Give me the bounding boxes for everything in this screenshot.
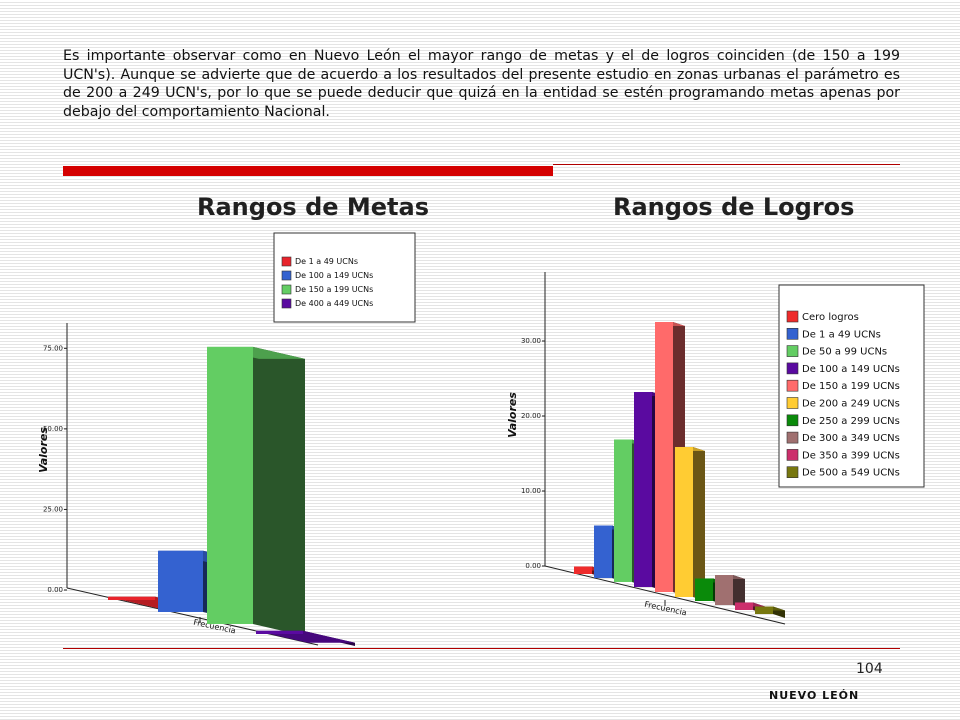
logros-legend-swatch — [786, 397, 799, 409]
logros-bar-front — [655, 322, 673, 592]
metas-y-axis-label: Valores — [37, 427, 50, 473]
metas-bar-front — [108, 596, 155, 600]
logros-legend-label: De 1 a 49 UCNs — [802, 329, 881, 340]
footer-label: NUEVO LEÓN — [769, 689, 860, 702]
page-number: 104 — [856, 661, 883, 677]
logros-legend-swatch — [786, 431, 799, 444]
metas-legend: De 1 a 49 UCNs De 100 a 149 UCNs De 150 a … — [273, 232, 416, 323]
logros-bar-side — [693, 447, 705, 601]
chart-title-metas: Rangos de Metas — [197, 193, 429, 221]
logros-bar-front — [715, 575, 733, 605]
metas-legend-swatch — [281, 284, 292, 295]
logros-legend-label: De 200 a 249 UCNs — [802, 399, 900, 410]
metas-legend-swatch — [281, 298, 292, 309]
metas-legend-label: De 1 a 49 UCNs — [295, 257, 358, 266]
logros-bar-front — [675, 447, 693, 597]
logros-bar-front — [594, 525, 612, 578]
logros-bar-front — [634, 392, 652, 587]
metas-y-tick-label: 0.00 — [47, 586, 63, 594]
logros-y-axis-label: Valores — [506, 392, 519, 438]
metas-bar — [207, 346, 305, 636]
logros-legend-label: De 250 a 299 UCNs — [802, 416, 900, 427]
logros-legend-label: De 100 a 149 UCNs — [802, 364, 900, 375]
logros-bar-front — [735, 602, 753, 610]
logros-x-axis-label: Frecuencia — [644, 600, 688, 618]
metas-legend-label: De 150 a 199 UCNs — [295, 285, 373, 294]
metas-legend-swatch — [281, 256, 292, 267]
logros-bar — [675, 447, 705, 601]
logros-legend-swatch — [786, 362, 799, 375]
chart-title-logros: Rangos de Logros — [613, 193, 855, 221]
logros-legend-label: De 50 a 99 UCNs — [802, 347, 887, 358]
logros-bar — [715, 575, 745, 609]
logros-legend-swatch — [786, 345, 799, 357]
logros-legend-swatch — [786, 379, 799, 392]
logros-y-tick-label: 20.00 — [521, 412, 541, 420]
metas-legend-label: De 100 a 149 UCNs — [295, 271, 373, 280]
logros-legend-label: De 500 a 549 UCNs — [802, 468, 900, 479]
logros-legend: Cero logros De 1 a 49 UCNs De 50 a 99 UCNs… — [778, 284, 925, 488]
logros-y-tick-label: 10.00 — [521, 487, 541, 495]
logros-legend-swatch — [786, 449, 799, 461]
logros-legend-label: De 300 a 349 UCNs — [802, 433, 900, 444]
logros-bar-front — [695, 578, 713, 601]
logros-bar-front — [755, 606, 773, 614]
metas-bar — [256, 630, 355, 646]
metas-bar-front — [256, 630, 303, 634]
metas-legend-box — [273, 232, 416, 323]
metas-y-tick-label: 25.00 — [43, 505, 63, 513]
intro-paragraph: Es importante observar como en Nuevo Leó… — [63, 48, 900, 120]
logros-legend-label: Cero logros — [802, 312, 859, 323]
logros-bar-side — [733, 575, 745, 609]
logros-legend-swatch — [786, 310, 799, 323]
metas-bar-front — [207, 346, 253, 624]
red-divider-bottom — [63, 648, 900, 649]
metas-bar-front — [158, 550, 203, 612]
red-divider-thin — [553, 164, 900, 165]
metas-y-tick-label: 75.00 — [43, 344, 63, 352]
logros-bar-front — [574, 566, 592, 574]
logros-legend-swatch — [786, 466, 799, 479]
logros-legend-label: De 350 a 399 UCNs — [802, 450, 900, 461]
red-divider-thick — [63, 166, 553, 176]
metas-legend-label: De 400 a 449 UCNs — [295, 299, 373, 308]
logros-legend-swatch — [786, 327, 799, 340]
logros-bar-front — [614, 439, 632, 582]
logros-x-axis — [544, 565, 786, 625]
metas-y-tick-label: 50.00 — [43, 425, 63, 433]
logros-legend-label: De 150 a 199 UCNs — [802, 381, 900, 392]
logros-legend-swatch — [786, 414, 799, 427]
logros-y-tick-label: 30.00 — [521, 337, 541, 345]
logros-legend-box — [778, 284, 925, 488]
metas-legend-swatch — [281, 270, 292, 281]
logros-y-tick-label: 0.00 — [525, 562, 541, 570]
metas-bar-side — [253, 346, 305, 636]
logros-bar — [755, 606, 785, 618]
logros-chart: 0.00 10.00 20.00 30.00 Valores Frecuencia Cero… — [506, 272, 925, 625]
